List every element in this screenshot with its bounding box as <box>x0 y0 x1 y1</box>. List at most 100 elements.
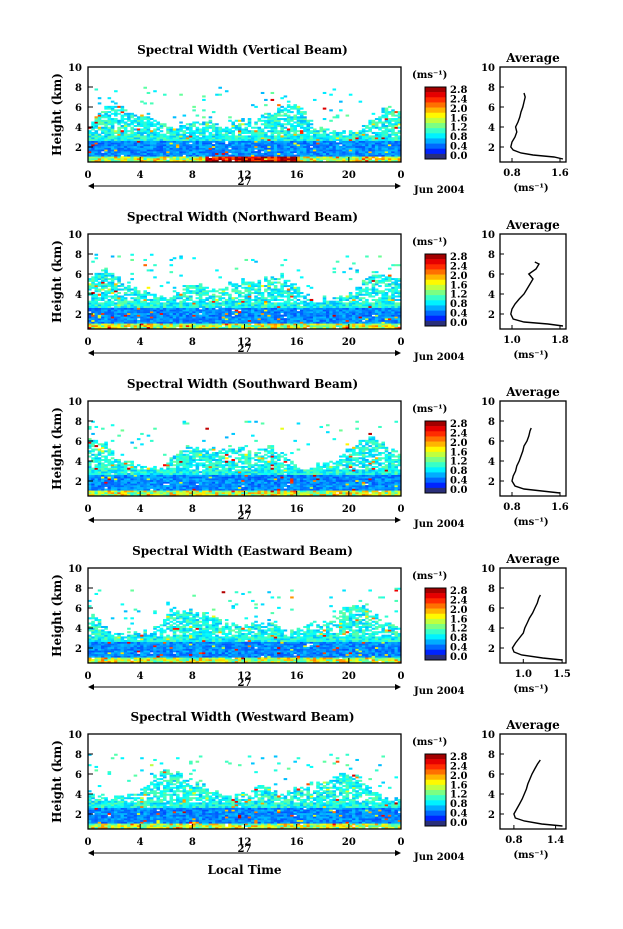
heatmap-cell <box>384 133 389 136</box>
heatmap-cell <box>176 147 180 150</box>
heatmap-cell <box>368 279 372 282</box>
heatmap-cell <box>234 314 239 317</box>
colorbar-segment <box>425 315 446 322</box>
heatmap-cell <box>185 131 190 134</box>
heatmap-cell <box>293 137 297 140</box>
heatmap-cell <box>267 300 271 303</box>
heatmap-cell <box>114 465 118 468</box>
heatmap-cell <box>371 304 376 307</box>
heatmap-cell <box>234 311 239 314</box>
heatmap-cell <box>189 154 193 157</box>
heatmap-cell <box>166 323 170 326</box>
heatmap-cell <box>270 316 275 319</box>
heatmap-cell <box>234 285 239 288</box>
heatmap-cell <box>172 319 177 322</box>
heatmap-cell <box>94 476 99 479</box>
heatmap-cell <box>391 297 395 300</box>
heatmap-cell <box>189 311 193 314</box>
heatmap-cell <box>166 126 170 129</box>
heatmap-cell <box>348 137 353 140</box>
heatmap-cell <box>371 323 376 326</box>
heatmap-cell <box>286 116 291 119</box>
heatmap-cell <box>208 297 213 300</box>
heatmap-cell <box>387 105 392 108</box>
heatmap-cell <box>107 300 112 303</box>
heatmap-cell <box>133 135 138 138</box>
heatmap-cell <box>264 302 268 305</box>
heatmap-cell <box>329 309 333 312</box>
heatmap-cell <box>120 485 125 488</box>
heatmap-cell <box>136 298 141 301</box>
heatmap-cell <box>365 290 369 293</box>
heatmap-cell <box>127 486 131 489</box>
heatmap-cell <box>120 493 125 496</box>
heatmap-cell <box>293 286 297 289</box>
heatmap-cell <box>185 291 190 295</box>
heatmap-cell <box>326 137 330 140</box>
heatmap-cell <box>257 156 262 159</box>
heatmap-cell <box>182 145 187 148</box>
heatmap-cell <box>146 469 151 472</box>
heatmap-cell <box>394 156 399 159</box>
heatmap-cell <box>192 285 196 288</box>
heatmap-cell <box>296 314 301 317</box>
heatmap-cell <box>283 281 288 284</box>
heatmap-cell <box>345 154 350 157</box>
heatmap-cell <box>361 156 366 159</box>
heatmap-cell <box>303 316 307 319</box>
heatmap-cell <box>104 481 108 484</box>
heatmap-cell <box>156 488 161 491</box>
heatmap-cell <box>299 116 304 119</box>
heatmap-cell <box>114 288 118 291</box>
heatmap-cell <box>368 128 372 131</box>
heatmap-cell <box>273 138 278 141</box>
heatmap-cell <box>244 152 249 155</box>
heatmap-cell <box>218 137 222 140</box>
heatmap-cell <box>130 323 134 326</box>
heatmap-cell <box>306 142 311 145</box>
heatmap-cell <box>374 298 379 301</box>
heatmap-cell <box>176 142 180 145</box>
heatmap-cell <box>185 126 190 129</box>
heatmap-cell <box>247 145 252 148</box>
heatmap-cell <box>176 309 180 312</box>
heatmap-cell <box>254 130 258 133</box>
heatmap-cell <box>345 295 350 298</box>
heatmap-cell <box>358 314 363 317</box>
heatmap-cell <box>172 145 177 148</box>
heatmap-cell <box>290 140 294 143</box>
heatmap-cell <box>88 152 92 155</box>
heatmap-cell <box>290 149 294 152</box>
heatmap-cell <box>244 321 249 324</box>
heatmap-cell <box>153 326 157 329</box>
heatmap-cell <box>384 112 389 115</box>
heatmap-cell <box>107 111 112 114</box>
heatmap-cell <box>299 135 304 138</box>
heatmap-cell <box>97 302 102 305</box>
heatmap-cell <box>335 314 340 317</box>
heatmap-cell <box>169 128 174 131</box>
heatmap-cell <box>348 267 353 270</box>
heatmap-cell <box>211 124 216 128</box>
heatmap-cell <box>162 151 167 154</box>
heatmap-cell <box>365 326 369 329</box>
heatmap-cell <box>101 269 105 272</box>
heatmap-cell <box>221 147 226 150</box>
heatmap-cell <box>277 159 281 162</box>
heatmap-cell <box>293 124 297 128</box>
heatmap-cell <box>241 154 245 157</box>
heatmap-cell <box>254 147 258 150</box>
heatmap-cell <box>244 286 249 289</box>
heatmap-cell <box>120 124 125 128</box>
heatmap-cell <box>264 149 268 152</box>
heatmap-cell <box>254 309 258 312</box>
heatmap-cell <box>166 321 170 324</box>
colorbar-tick-label: 1.6 <box>450 113 467 124</box>
heatmap-cell <box>378 304 382 307</box>
heatmap-cell <box>127 460 131 463</box>
heatmap-cell <box>384 288 389 291</box>
heatmap-cell <box>391 304 395 307</box>
heatmap-cell <box>120 133 125 136</box>
heatmap-cell <box>319 321 324 324</box>
heatmap-cell <box>179 314 183 317</box>
